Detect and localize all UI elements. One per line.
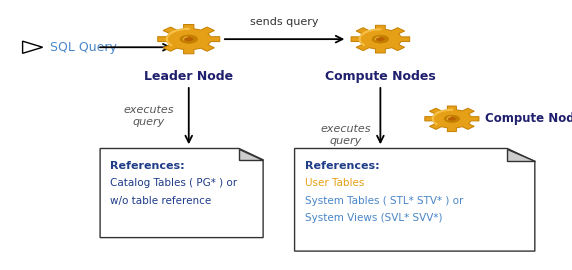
- Polygon shape: [425, 106, 479, 131]
- Polygon shape: [100, 148, 263, 238]
- Circle shape: [444, 115, 459, 122]
- Polygon shape: [351, 25, 410, 53]
- Polygon shape: [158, 25, 220, 54]
- Text: User Tables: User Tables: [305, 178, 364, 188]
- Text: Catalog Tables ( PG* ) or: Catalog Tables ( PG* ) or: [110, 178, 237, 188]
- Text: System Tables ( STL* STV* ) or: System Tables ( STL* STV* ) or: [305, 196, 463, 206]
- Text: Compute Nodes: Compute Nodes: [485, 112, 572, 125]
- Polygon shape: [23, 41, 43, 53]
- Text: Leader Node: Leader Node: [144, 70, 233, 83]
- Text: w/o table reference: w/o table reference: [110, 196, 212, 206]
- Circle shape: [447, 117, 456, 121]
- Circle shape: [180, 35, 197, 43]
- Circle shape: [372, 35, 389, 43]
- Text: executes
query: executes query: [124, 105, 174, 127]
- Circle shape: [184, 37, 194, 42]
- Text: References:: References:: [305, 161, 379, 171]
- Circle shape: [376, 37, 385, 41]
- Text: executes
query: executes query: [321, 124, 371, 146]
- Text: Compute Nodes: Compute Nodes: [325, 70, 436, 83]
- Text: References:: References:: [110, 161, 185, 171]
- Text: sends query: sends query: [251, 16, 319, 27]
- Polygon shape: [295, 148, 535, 251]
- Polygon shape: [507, 148, 535, 161]
- Polygon shape: [239, 148, 263, 160]
- Text: System Views (SVL* SVV*): System Views (SVL* SVV*): [305, 213, 442, 223]
- Text: SQL Query: SQL Query: [50, 41, 117, 54]
